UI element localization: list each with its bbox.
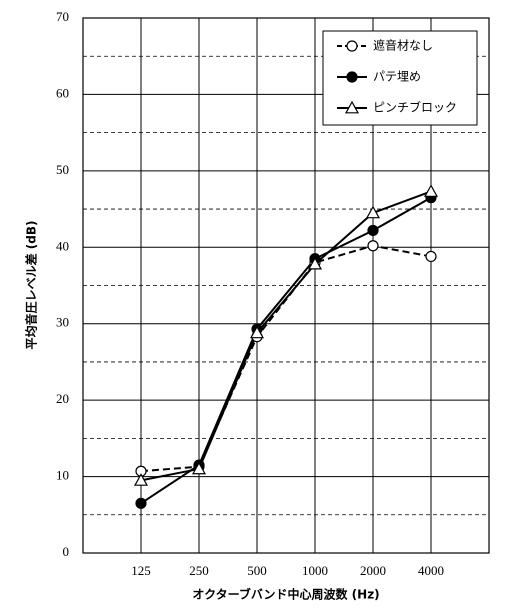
y-tick-label: 60 [56, 85, 69, 100]
y-tick-label: 30 [56, 315, 69, 330]
legend-label: 遮音材なし [373, 38, 433, 53]
series-line [140, 190, 432, 482]
y-tick-label: 0 [63, 544, 70, 559]
y-tick-label: 50 [56, 162, 69, 177]
x-axis-label: オクターブバンド中心周波数 (Hz) [192, 587, 379, 602]
x-tick-label: 250 [189, 563, 209, 578]
marker [135, 497, 147, 509]
x-tick-label: 125 [131, 563, 151, 578]
marker [367, 240, 379, 252]
marker [191, 461, 207, 475]
marker [346, 71, 358, 83]
legend-label: パテ埋め [373, 70, 421, 84]
marker [307, 256, 323, 270]
y-tick-label: 20 [56, 391, 69, 406]
x-tick-label: 500 [247, 563, 267, 578]
y-tick-label: 40 [56, 238, 69, 253]
y-axis-label: 平均音圧レベル差 (dB) [24, 221, 39, 350]
marker [346, 40, 358, 52]
marker [249, 325, 265, 339]
marker [133, 473, 149, 486]
plot-frame [82, 17, 490, 554]
marker [423, 184, 439, 197]
marker [425, 250, 437, 263]
series-line [140, 196, 432, 505]
legend-label: ピンチブロック [373, 100, 457, 115]
marker [365, 205, 381, 219]
x-tick-label: 1000 [302, 563, 328, 578]
y-tick-label: 10 [56, 468, 69, 483]
marker [344, 100, 360, 114]
series-line [140, 244, 432, 473]
y-tick-label: 70 [56, 9, 69, 24]
marker [367, 224, 379, 237]
x-tick-label: 2000 [360, 563, 386, 578]
x-tick-label: 4000 [418, 563, 444, 578]
